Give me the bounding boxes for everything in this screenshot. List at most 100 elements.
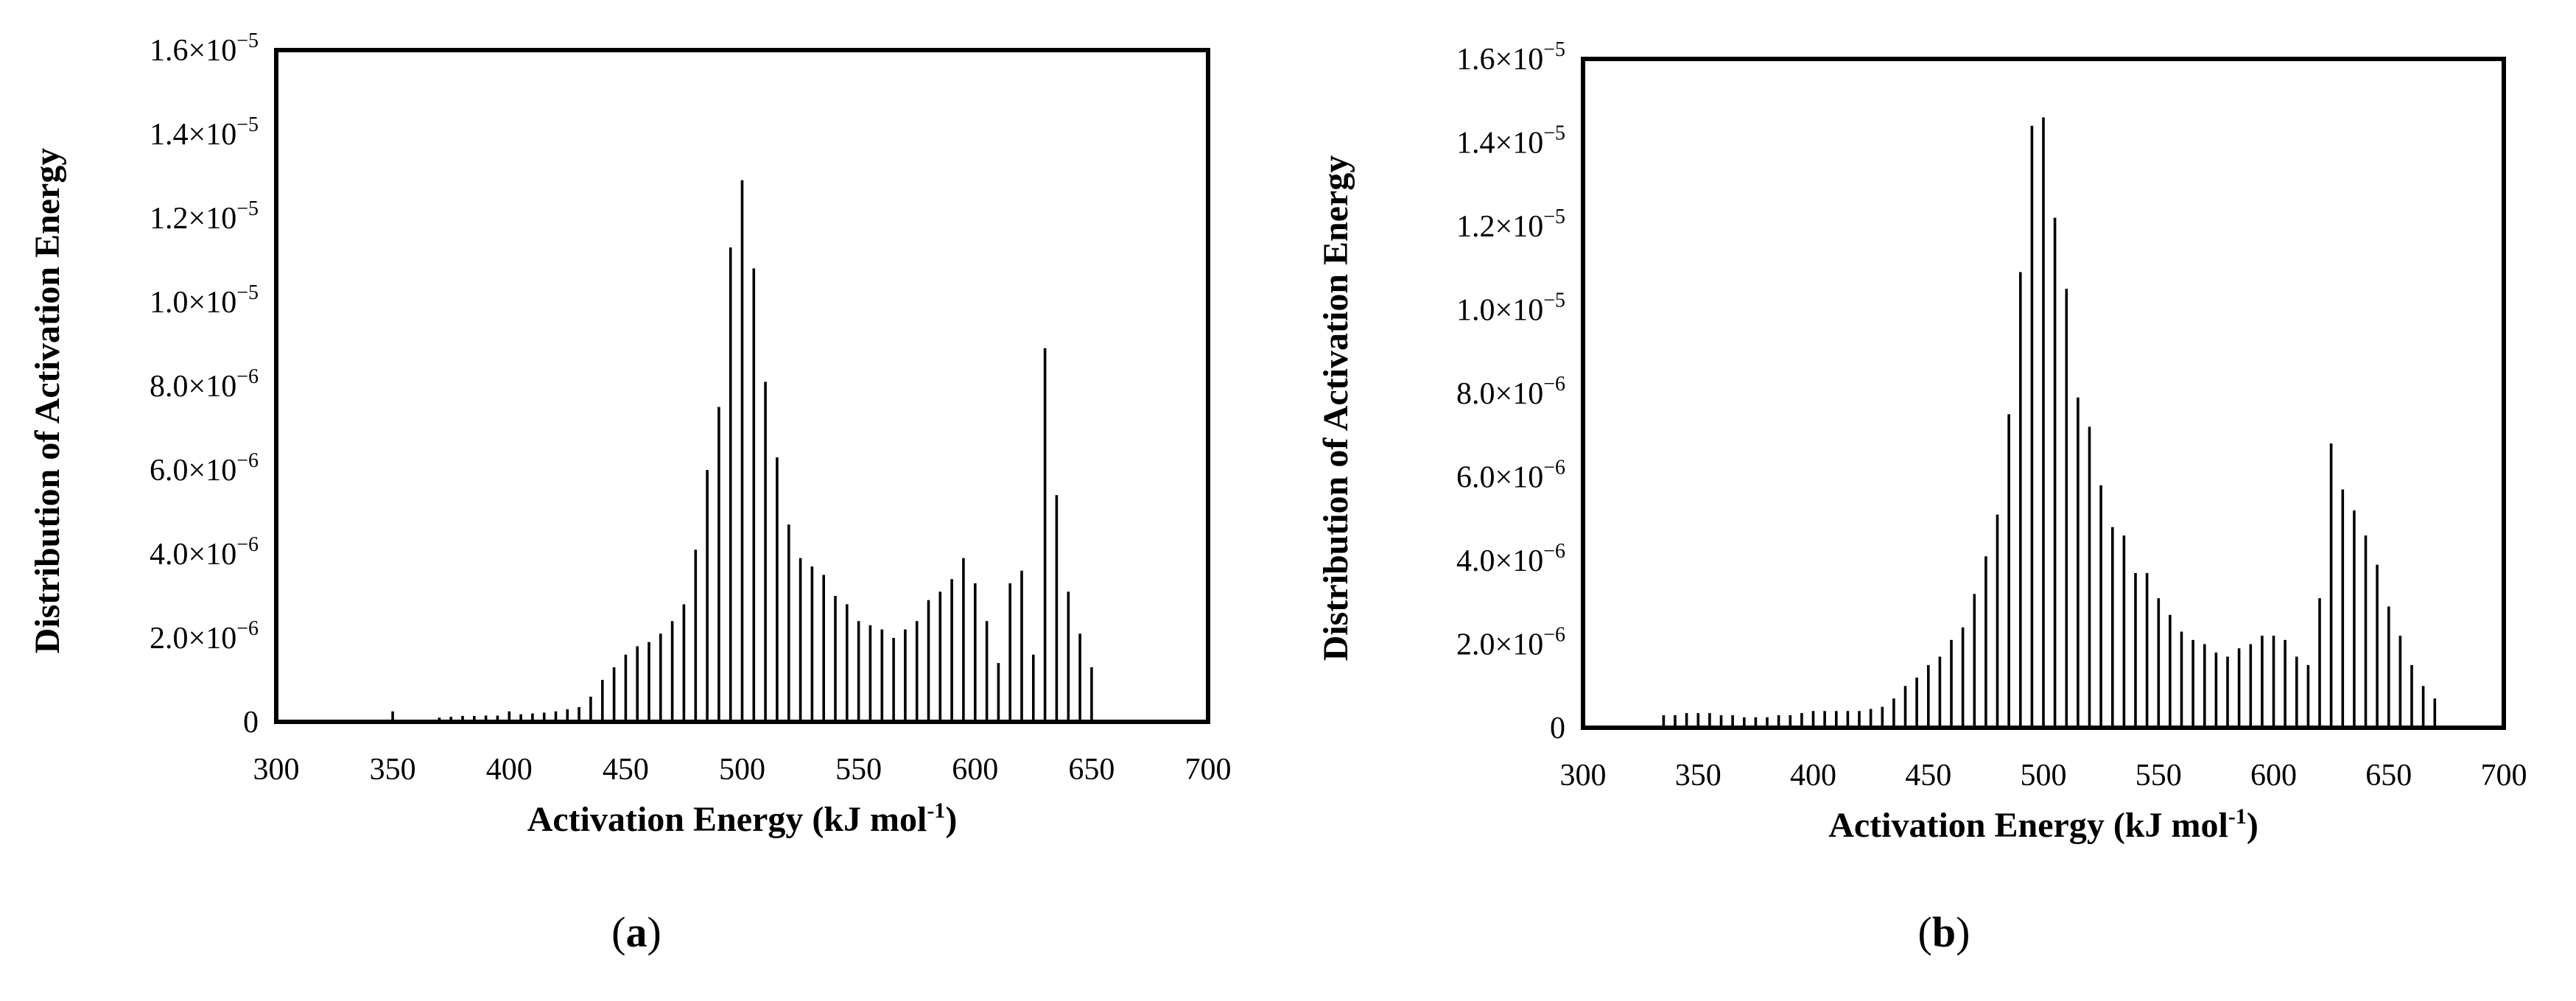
chart-b-bar-340	[1674, 715, 1677, 728]
chart-b-bar-485	[2007, 414, 2010, 728]
chart-a-ytick-7: 1.4×10−5	[150, 113, 259, 152]
chart-a-bar-385	[473, 716, 476, 722]
chart-a-bar-515	[776, 457, 779, 722]
chart-b-bar-635	[2353, 510, 2356, 728]
chart-a-xtick-350: 350	[370, 753, 416, 787]
chart-panel-a: 300 350 400 450 500 550 600 650 700 0 2.0×10−6 4.0×…	[28, 29, 1232, 957]
chart-a-svg: 300 350 400 450 500 550 600 650 700 0 2.0×10−6 4.0×…	[28, 29, 1232, 839]
chart-a-bar-555	[868, 625, 872, 722]
chart-a-xtick-500: 500	[719, 753, 765, 787]
chart-a-bar-535	[822, 575, 825, 722]
chart-b-bar-665	[2421, 686, 2425, 728]
chart-a-plot-frame	[274, 48, 1210, 724]
caption-a-letter: a	[625, 908, 647, 956]
chart-a-ytick-0: 0	[243, 706, 259, 740]
chart-b-bar-540	[2134, 573, 2137, 728]
chart-a-bar-495	[729, 247, 732, 722]
chart-a-bar-505	[752, 268, 756, 722]
chart-b-xtick-350: 350	[1675, 759, 1722, 793]
chart-b-bar-480	[1996, 514, 1999, 728]
chart-a-bar-565	[892, 638, 895, 722]
chart-b-bar-395	[1800, 713, 1803, 728]
caption-b: (b)	[1870, 907, 2018, 957]
chart-b-xtick-700: 700	[2481, 759, 2527, 793]
chart-a-ytick-8: 1.6×10−5	[150, 29, 259, 68]
chart-a-bar-350	[391, 711, 394, 723]
chart-b-bar-620	[2318, 598, 2321, 728]
chart-b-bar-590	[2249, 644, 2253, 728]
chart-b-bar-510	[2065, 289, 2068, 728]
chart-b-bar-650	[2387, 606, 2390, 728]
chart-b-bar-465	[1961, 627, 1965, 728]
chart-b-xtick-600: 600	[2250, 759, 2297, 793]
chart-a-xtick-650: 650	[1068, 753, 1115, 787]
chart-b-bar-430	[1881, 706, 1884, 728]
chart-a-bar-560	[880, 629, 884, 722]
chart-b-plot-frame	[1581, 57, 2506, 730]
chart-a-bar-630	[1043, 348, 1047, 722]
chart-a-bar-390	[484, 715, 488, 722]
chart-b-bar-345	[1685, 713, 1688, 728]
chart-a-bar-530	[810, 566, 814, 722]
chart-b-bar-610	[2295, 656, 2298, 728]
caption-a: (a)	[563, 907, 710, 957]
chart-b-bar-640	[2364, 535, 2368, 728]
chart-a-bar-540	[834, 596, 837, 722]
chart-a-bar-405	[519, 714, 522, 722]
chart-b-bar-560	[2180, 631, 2183, 728]
chart-a-bar-520	[787, 524, 790, 722]
chart-b-xtick-400: 400	[1790, 759, 1836, 793]
chart-b-bar-645	[2376, 564, 2379, 728]
chart-b-ytick-4: 8.0×10−6	[1456, 373, 1565, 411]
chart-b-bar-370	[1743, 717, 1746, 728]
chart-a-bar-430	[578, 707, 580, 722]
chart-b-ylabel: Distribution of Activation Energy	[1316, 155, 1355, 661]
chart-b-bar-390	[1789, 715, 1792, 728]
chart-b-ytick-5: 1.0×10−5	[1456, 289, 1565, 328]
chart-b-bar-525	[2099, 485, 2102, 728]
chart-b-bar-490	[2019, 272, 2022, 728]
chart-b-bar-350	[1696, 713, 1700, 728]
chart-b-bar-355	[1708, 713, 1711, 728]
chart-b-bar-420	[1858, 711, 1861, 728]
chart-b-bar-515	[2077, 397, 2080, 728]
chart-a-xtick-450: 450	[603, 753, 649, 787]
chart-a-bar-480	[694, 549, 698, 722]
chart-b-xtick-500: 500	[2021, 759, 2067, 793]
chart-a-xtick-600: 600	[952, 753, 998, 787]
chart-b-bar-445	[1915, 677, 1918, 728]
chart-b-bar-605	[2284, 639, 2287, 728]
chart-b-bar-375	[1754, 717, 1758, 728]
chart-a-bar-570	[904, 629, 907, 722]
chart-a-ytick-4: 8.0×10−6	[150, 365, 259, 404]
chart-b-bar-625	[2329, 443, 2333, 728]
chart-a-bar-410	[531, 713, 534, 722]
chart-b-xlabel: Activation Energy (kJ mol-1)	[1828, 804, 2259, 845]
chart-b-bar-530	[2111, 527, 2114, 728]
chart-b-bar-670	[2433, 698, 2437, 728]
chart-b-bar-410	[1835, 711, 1838, 728]
chart-a-bar-615	[1008, 583, 1011, 722]
chart-b-bar-595	[2261, 636, 2264, 728]
chart-a-bar-575	[915, 621, 919, 722]
chart-b-bar-400	[1811, 711, 1815, 728]
chart-b-xtick-300: 300	[1560, 759, 1607, 793]
chart-a-bar-595	[962, 558, 965, 722]
chart-a-bar-460	[647, 642, 650, 722]
chart-b-bar-555	[2169, 614, 2172, 728]
chart-a-ytick-1: 2.0×10−6	[150, 617, 259, 656]
chart-a-bar-500	[740, 180, 744, 722]
chart-a-bar-650	[1090, 667, 1093, 722]
chart-b-bar-575	[2214, 652, 2218, 728]
chart-a-xtick-400: 400	[486, 753, 533, 787]
chart-a-bar-590	[950, 579, 953, 722]
chart-a-xtick-700: 700	[1185, 753, 1232, 787]
chart-a-bar-415	[542, 712, 546, 722]
caption-b-close: )	[1956, 908, 1970, 956]
chart-a-bar-635	[1055, 495, 1059, 722]
chart-a-bar-600	[974, 583, 977, 722]
caption-b-open: (	[1917, 908, 1932, 956]
chart-b-bar-570	[2203, 644, 2206, 728]
chart-b-bar-550	[2157, 598, 2161, 728]
chart-b-ytick-2: 4.0×10−6	[1456, 540, 1565, 578]
